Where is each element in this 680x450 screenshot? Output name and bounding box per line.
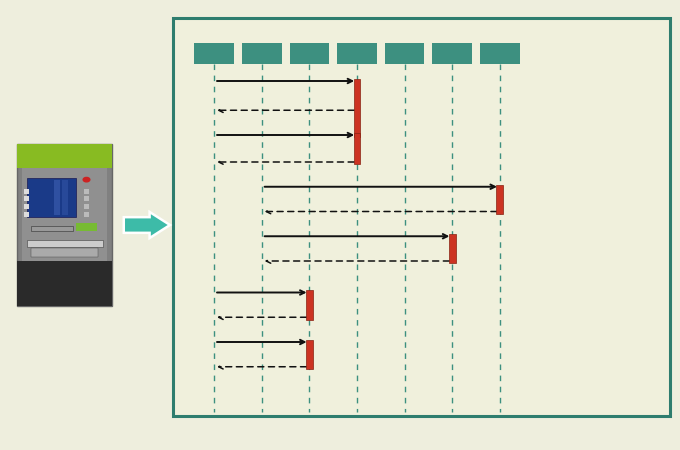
Bar [194,43,234,64]
Bar [84,197,89,201]
Bar [27,240,103,247]
Bar [24,212,29,217]
Bar [337,43,377,64]
Bar [54,180,60,215]
Bar [76,223,97,231]
Bar [84,212,89,217]
Bar [306,290,313,320]
Bar [84,204,89,209]
Bar [62,180,68,215]
Bar [449,234,456,263]
Bar [31,248,98,257]
FancyArrow shape [124,212,170,238]
Bar [24,197,29,201]
Bar [496,184,503,214]
Bar [84,189,89,194]
Circle shape [83,177,90,182]
Bar [306,340,313,369]
Bar [24,204,29,209]
Bar [27,178,76,217]
Bar [24,189,29,194]
Bar [17,261,112,306]
Bar [173,18,670,416]
Bar [432,43,472,64]
Bar [354,79,360,137]
Bar [290,43,329,64]
Bar [17,144,112,306]
Bar [480,43,520,64]
Bar [31,226,73,231]
Bar [385,43,424,64]
Bar [17,144,112,168]
Bar [354,133,360,164]
Bar [242,43,282,64]
Bar [22,150,107,261]
